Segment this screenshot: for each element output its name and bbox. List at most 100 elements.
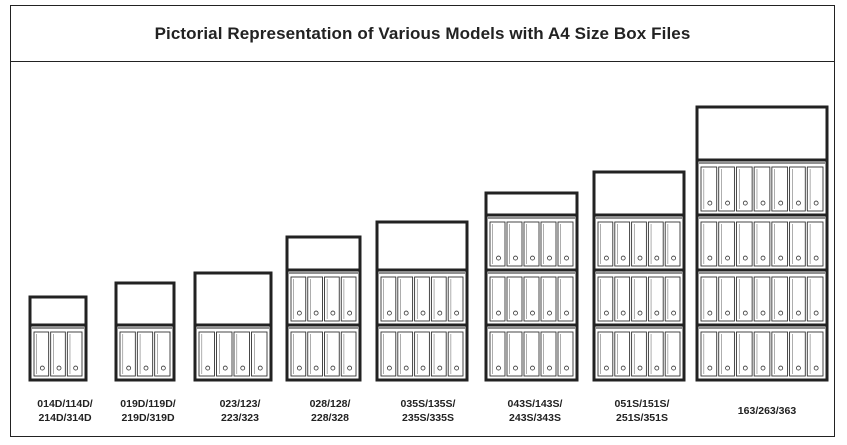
- box-file: [414, 331, 430, 377]
- cabinet-3: [193, 271, 273, 382]
- box-file: [489, 276, 506, 322]
- box-file-ring: [513, 365, 518, 371]
- box-file: [447, 276, 464, 322]
- box-file-ring: [742, 255, 748, 261]
- box-file-ring: [620, 365, 626, 371]
- box-file: [735, 276, 753, 322]
- box-file-ring: [547, 365, 552, 371]
- box-file-ring: [637, 255, 643, 261]
- model-label-line: 043S/143S/: [507, 398, 563, 410]
- box-file: [119, 331, 136, 377]
- box-file-ring: [313, 310, 319, 316]
- box-file-ring: [742, 200, 748, 206]
- box-file: [307, 331, 323, 377]
- model-label-line: 028/128/: [309, 398, 351, 410]
- box-file: [506, 276, 523, 322]
- box-file-ring: [725, 255, 730, 261]
- box-file-ring: [671, 255, 676, 261]
- box-file: [700, 331, 718, 377]
- box-file-ring: [222, 365, 228, 371]
- box-file-ring: [637, 365, 643, 371]
- box-file: [614, 276, 631, 322]
- box-file-ring: [796, 200, 801, 206]
- box-file: [251, 331, 268, 377]
- model-label-8: 163/263/363: [712, 404, 822, 418]
- box-file-ring: [530, 310, 535, 316]
- box-file: [735, 331, 753, 377]
- box-file-ring: [420, 310, 426, 316]
- model-label-line: 014D/114D/: [37, 398, 93, 410]
- box-file-ring: [547, 255, 552, 261]
- box-file: [735, 166, 753, 212]
- box-file-ring: [330, 365, 336, 371]
- model-label-3: 023/123/223/323: [185, 397, 295, 425]
- box-file: [380, 331, 397, 377]
- box-file: [735, 221, 753, 267]
- box-file-ring: [386, 365, 392, 371]
- model-label-line: 251S/351S: [616, 412, 668, 424]
- box-file: [136, 331, 154, 377]
- box-file-ring: [143, 365, 149, 371]
- box-file-ring: [654, 255, 660, 261]
- box-file: [789, 331, 806, 377]
- box-file-ring: [778, 200, 784, 206]
- box-file-ring: [403, 310, 409, 316]
- box-file: [718, 166, 735, 212]
- box-file-ring: [620, 310, 626, 316]
- box-file-ring: [725, 200, 730, 206]
- box-file: [414, 276, 430, 322]
- box-file-ring: [437, 365, 443, 371]
- box-file-ring: [564, 255, 569, 261]
- box-file-ring: [547, 310, 552, 316]
- box-file-ring: [347, 365, 353, 371]
- box-file-ring: [160, 365, 166, 371]
- box-file-ring: [796, 365, 801, 371]
- box-file-ring: [205, 365, 211, 371]
- box-file: [66, 331, 83, 377]
- box-file: [789, 276, 806, 322]
- box-file: [631, 221, 647, 267]
- box-file: [700, 276, 718, 322]
- cabinet-2: [114, 281, 176, 382]
- model-label-line: 235S/335S: [402, 412, 454, 424]
- box-file: [700, 166, 718, 212]
- box-file: [290, 276, 307, 322]
- box-file: [557, 221, 574, 267]
- box-file-ring: [296, 310, 302, 316]
- box-file: [771, 166, 789, 212]
- box-file-ring: [347, 310, 353, 316]
- box-file-ring: [725, 310, 730, 316]
- box-file: [771, 276, 789, 322]
- model-label-line: 228/328: [311, 412, 349, 424]
- box-file: [631, 331, 647, 377]
- box-file: [597, 276, 614, 322]
- model-label-7: 051S/151S/251S/351S: [587, 397, 697, 425]
- box-file-ring: [707, 365, 713, 371]
- box-file: [614, 221, 631, 267]
- box-file: [753, 331, 771, 377]
- box-file-ring: [742, 365, 748, 371]
- box-file: [506, 331, 523, 377]
- box-file: [771, 221, 789, 267]
- box-file: [324, 331, 340, 377]
- box-file: [771, 331, 789, 377]
- box-file-ring: [760, 365, 766, 371]
- box-file: [33, 331, 50, 377]
- box-file-ring: [813, 200, 819, 206]
- box-file-ring: [126, 365, 132, 371]
- model-label-line: 023/123/: [219, 398, 261, 410]
- model-label-1: 014D/114D/214D/314D: [10, 397, 120, 425]
- box-file-ring: [760, 200, 766, 206]
- box-file: [753, 221, 771, 267]
- box-file: [290, 331, 307, 377]
- box-file-ring: [813, 310, 819, 316]
- box-file-ring: [496, 365, 501, 371]
- box-file: [307, 276, 323, 322]
- box-file: [430, 331, 447, 377]
- box-file-ring: [654, 365, 660, 371]
- box-file-ring: [604, 365, 609, 371]
- box-file: [557, 331, 574, 377]
- box-file-ring: [530, 365, 535, 371]
- box-file-ring: [403, 365, 409, 371]
- box-file-ring: [330, 310, 336, 316]
